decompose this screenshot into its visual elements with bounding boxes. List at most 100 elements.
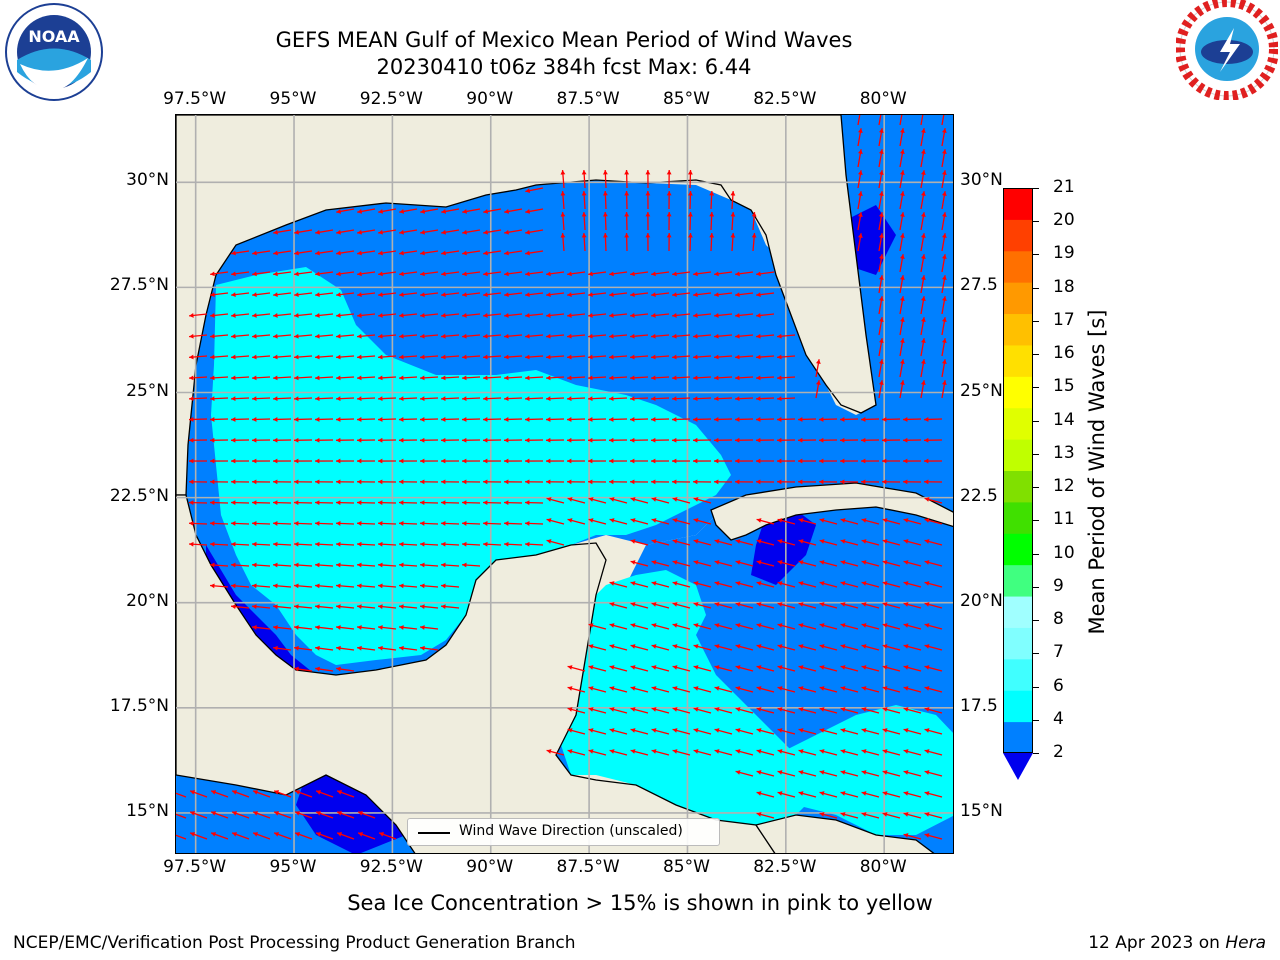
wave-direction-arrowhead [924, 833, 930, 838]
wave-direction-arrowhead [630, 623, 636, 628]
wave-direction-arrowhead [211, 811, 217, 816]
wave-direction-arrowhead [504, 458, 509, 464]
wave-direction-arrowhead [294, 625, 299, 630]
wave-direction-arrowhead [903, 539, 909, 544]
wave-direction-arrowhead [441, 250, 446, 256]
colorbar-tick-label: 2 [1053, 742, 1064, 762]
wave-direction-arrowhead [777, 581, 783, 586]
wave-direction-arrowhead [231, 375, 236, 381]
wave-direction-arrowhead [735, 728, 741, 733]
wave-direction-arrowhead [357, 437, 362, 443]
wave-direction-arrowhead [357, 541, 362, 547]
wave-direction-arrowhead [882, 707, 888, 712]
wave-direction-arrowhead [210, 292, 215, 298]
wave-direction-arrow [176, 813, 187, 819]
wave-direction-arrowhead [903, 560, 909, 565]
colorbar-tick-mark [1033, 520, 1039, 522]
wave-direction-arrowhead [378, 625, 383, 630]
wave-direction-arrowhead [903, 728, 909, 733]
wave-direction-arrowhead [603, 212, 608, 217]
wave-direction-arrowhead [336, 333, 341, 339]
longitude-label: 85°W [662, 89, 710, 109]
wave-direction-arrowhead [651, 292, 656, 298]
wave-direction-arrowhead [756, 539, 762, 544]
wave-direction-arrowhead [581, 233, 587, 238]
colorbar-title: Mean Period of Wind Waves [s] [1085, 309, 1109, 635]
longitude-label: 87.5°W [556, 857, 620, 877]
wave-direction-arrowhead [273, 375, 278, 381]
wave-direction-arrowhead [567, 333, 572, 339]
wave-direction-arrowhead [609, 417, 614, 422]
colorbar-tick-mark [1033, 354, 1039, 356]
wave-direction-arrowhead [358, 811, 364, 816]
wave-direction-arrowhead [921, 128, 926, 134]
noaa-logo: NOAA [2, 2, 106, 102]
wave-direction-arrowhead [315, 500, 320, 506]
wave-direction-arrowhead [588, 437, 593, 443]
wave-direction-arrowhead [756, 665, 762, 670]
wave-direction-arrowhead [462, 396, 467, 402]
wave-direction-arrowhead [858, 191, 863, 197]
wave-direction-arrowhead [609, 333, 614, 339]
wave-direction-arrowhead [693, 354, 698, 360]
wave-direction-arrowhead [777, 479, 782, 485]
wave-direction-arrowhead [651, 539, 657, 544]
wave-direction-arrowhead [441, 500, 446, 506]
wave-direction-arrowhead [504, 209, 510, 214]
wave-direction-arrowhead [840, 728, 846, 733]
colorbar-segment [1003, 596, 1033, 628]
wave-direction-arrowhead [315, 541, 320, 547]
wave-direction-arrowhead [315, 271, 320, 277]
wave-direction-arrowhead [882, 665, 888, 670]
wave-direction-arrowhead [756, 375, 761, 381]
wave-direction-arrowhead [714, 686, 720, 691]
wave-direction-arrowhead [274, 832, 280, 837]
wave-direction-arrowhead [525, 209, 531, 214]
wave-direction-arrowhead [378, 500, 383, 506]
wave-direction-arrowhead [525, 500, 530, 506]
wave-direction-arrowhead [735, 375, 740, 381]
wave-direction-arrowhead [882, 581, 888, 586]
latitude-label: 15°N [126, 800, 169, 821]
wave-direction-arrowhead [294, 521, 299, 526]
wave-direction-arrowhead [189, 541, 194, 547]
wave-direction-arrowhead [693, 665, 699, 670]
wave-direction-arrowhead [379, 832, 385, 837]
wave-direction-arrowhead [273, 313, 278, 318]
wave-direction-arrowhead [693, 686, 699, 691]
wave-direction-arrowhead [942, 359, 947, 365]
wave-direction-arrowhead [567, 749, 573, 754]
wave-direction-arrowhead [819, 728, 825, 733]
wave-direction-arrowhead [504, 437, 509, 443]
wave-direction-arrowhead [798, 479, 803, 485]
colorbar-tick-label: 9 [1053, 575, 1064, 596]
wave-direction-arrowhead [399, 250, 404, 256]
wave-direction-arrowhead [588, 333, 593, 339]
wave-direction-arrowhead [420, 250, 425, 256]
wave-direction-arrowhead [294, 645, 299, 651]
wave-direction-arrowhead [942, 212, 947, 218]
wave-direction-arrowhead [693, 602, 699, 607]
wave-direction-arrowhead [861, 437, 866, 443]
longitude-label: 90°W [466, 857, 514, 877]
colorbar-tick-label: 10 [1053, 542, 1075, 563]
wave-direction-arrowhead [921, 254, 926, 260]
wave-direction-arrowhead [630, 375, 635, 381]
wave-direction-arrowhead [378, 313, 383, 318]
wave-direction-arrowhead [819, 791, 825, 796]
wave-direction-arrowhead [693, 707, 699, 712]
wave-direction-arrowhead [420, 604, 425, 610]
wave-direction-arrowhead [819, 770, 825, 775]
wave-direction-arrowhead [609, 623, 615, 628]
wave-direction-arrowhead [546, 479, 551, 485]
wave-direction-arrowhead [630, 686, 636, 691]
wave-direction-arrowhead [378, 583, 383, 589]
wave-direction-arrowhead [294, 333, 299, 339]
wave-direction-arrowhead [294, 271, 299, 277]
wave-direction-arrowhead [399, 479, 404, 485]
wave-direction-arrowhead [879, 296, 884, 302]
wave-direction-arrowhead [336, 375, 341, 381]
wave-direction-arrowhead [688, 170, 693, 175]
wave-direction-arrowhead [900, 359, 905, 365]
latitude-label-right: 27.5 [960, 275, 998, 296]
